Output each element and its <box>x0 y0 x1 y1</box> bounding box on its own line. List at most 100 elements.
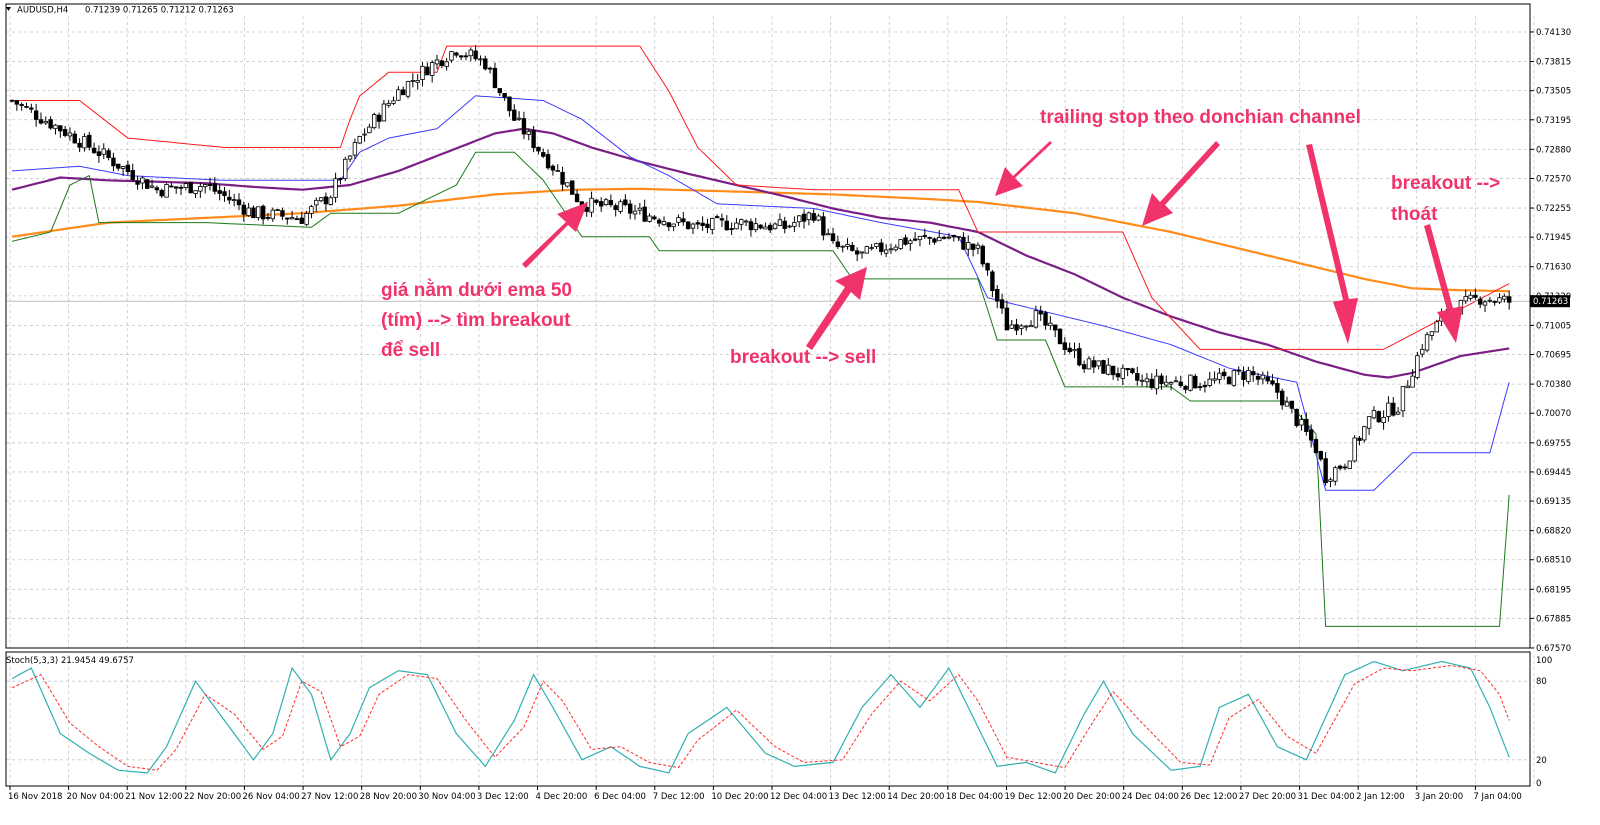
candle-body <box>777 219 783 226</box>
candle-body <box>1086 358 1092 370</box>
candle-body <box>618 201 623 212</box>
candle-body <box>1222 371 1227 377</box>
candle-body <box>1347 460 1352 469</box>
candle-body <box>154 187 160 191</box>
candle-body <box>1154 375 1159 390</box>
candle-body <box>473 50 478 60</box>
candle-body <box>854 250 860 255</box>
stoch-axis: 100 80 20 0 <box>1536 656 1552 789</box>
candle-body <box>405 81 411 97</box>
candle-body <box>739 219 744 225</box>
candle-body <box>1265 376 1270 382</box>
candle-body <box>212 183 218 192</box>
candle-body <box>270 209 275 220</box>
time-tick-label: 18 Dec 04:00 <box>946 792 1003 802</box>
candle-body <box>1415 355 1420 378</box>
candle-body <box>1062 342 1068 351</box>
stoch-tick-label: 0 <box>1536 779 1541 789</box>
candle-body <box>729 228 734 230</box>
candle-body <box>135 180 140 185</box>
candle-body <box>1183 385 1188 390</box>
candle-body <box>53 124 58 130</box>
candle-body <box>352 142 358 156</box>
candle-body <box>420 65 425 80</box>
time-tick-label: 20 Nov 04:00 <box>67 792 124 802</box>
candle-body <box>507 96 512 112</box>
candle-body <box>444 61 449 67</box>
price-axis: 0.74130 0.73815 0.73505 0.73195 0.72880 0.725… <box>1530 28 1571 654</box>
price-tick-label: 0.68510 <box>1536 556 1571 566</box>
candle-body <box>1120 367 1126 379</box>
candle-body <box>1497 297 1502 303</box>
candle-body <box>632 210 638 215</box>
candle-body <box>589 197 594 213</box>
candle-body <box>14 100 20 105</box>
arrow-trailing-1 <box>995 141 1052 196</box>
candle-body <box>763 226 768 230</box>
candle-body <box>570 180 575 195</box>
candle-body <box>1381 417 1386 423</box>
header-dropdown-icon[interactable] <box>6 7 11 11</box>
candle-body <box>825 233 831 236</box>
arrow-ema <box>522 202 588 268</box>
candle-body <box>1429 331 1435 336</box>
candle-body <box>666 222 672 228</box>
candle-body <box>1482 301 1488 306</box>
time-tick-label: 27 Nov 12:00 <box>301 792 358 802</box>
candle-body <box>106 150 111 159</box>
candle-body <box>883 249 889 254</box>
candle-body <box>1477 298 1483 305</box>
time-tick-label: 4 Dec 20:00 <box>536 792 588 802</box>
candle-body <box>285 217 290 220</box>
candle-body <box>140 177 145 184</box>
candle-body <box>502 92 507 98</box>
candle-body <box>536 146 541 152</box>
candle-body <box>463 55 469 58</box>
time-tick-label: 22 Nov 20:00 <box>184 792 241 802</box>
candle-body <box>1468 294 1473 299</box>
price-tick-label: 0.69755 <box>1536 439 1571 449</box>
time-tick-label: 3 Dec 12:00 <box>477 792 529 802</box>
candle-body <box>29 107 34 110</box>
candle-body <box>9 99 15 102</box>
candle-body <box>990 271 995 292</box>
candle-body <box>241 204 247 215</box>
candle-body <box>260 205 266 220</box>
candle-body <box>415 80 420 83</box>
candle-body <box>217 190 222 194</box>
stoch_signal-line <box>11 664 1510 771</box>
price-tick-label: 0.67570 <box>1536 644 1571 654</box>
candle-body <box>1424 334 1430 351</box>
candle-body <box>1352 437 1357 462</box>
candle-body <box>96 151 102 157</box>
candle-body <box>164 184 169 198</box>
candle-body <box>710 217 715 230</box>
candle-body <box>574 193 580 203</box>
candle-body <box>512 109 517 121</box>
candle-body <box>333 178 338 198</box>
time-tick-label: 26 Dec 12:00 <box>1180 792 1237 802</box>
candle-body <box>1371 410 1377 419</box>
candle-body <box>565 182 570 187</box>
candle-body <box>806 212 812 221</box>
candle-body <box>864 246 870 254</box>
candle-body <box>719 218 725 221</box>
candle-body <box>429 62 435 76</box>
candle-body <box>174 186 179 189</box>
candle-body <box>874 243 879 247</box>
candle-body <box>1028 325 1034 328</box>
candle-body <box>1052 324 1058 331</box>
candle-body <box>603 199 609 206</box>
candle-body <box>1024 325 1029 328</box>
candle-body <box>816 215 821 221</box>
candle-body <box>932 238 937 243</box>
candle-body <box>787 225 792 228</box>
candle-body <box>304 213 309 225</box>
candle-body <box>82 136 87 149</box>
candle-body <box>801 213 807 222</box>
price-tick-label: 0.72880 <box>1536 145 1571 155</box>
candle-body <box>458 55 464 58</box>
candle-body <box>695 222 701 225</box>
